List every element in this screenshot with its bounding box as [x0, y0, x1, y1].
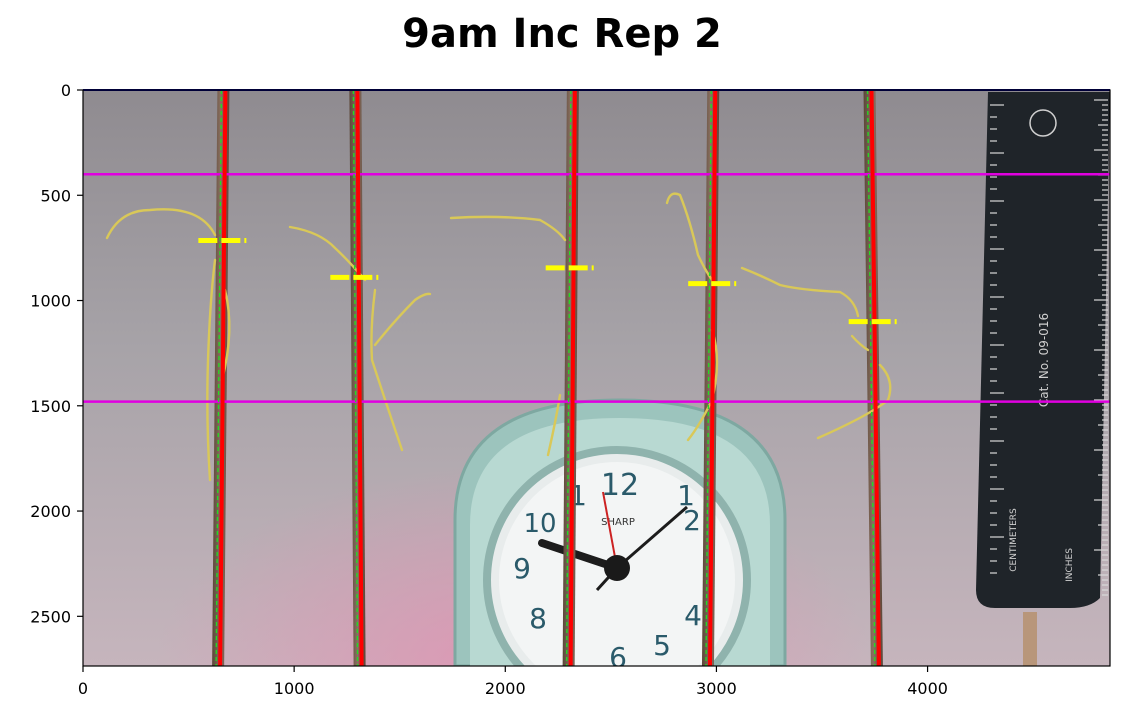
y-tick-label: 0	[61, 81, 71, 100]
x-tick-label: 2000	[485, 679, 526, 698]
alarm-clock: 12 1 1 2 10 9 8 4 5 6 SHARP	[453, 398, 787, 674]
figure-title: 9am Inc Rep 2	[402, 11, 722, 57]
clock-numeral: 10	[523, 509, 556, 539]
ruler-in-label: INCHES	[1065, 548, 1075, 582]
clock-hour-hand	[538, 539, 621, 572]
y-tick-label: 500	[40, 186, 71, 205]
ruler-catalog-label: Cat. No. 09-016	[1037, 313, 1051, 407]
y-tick-label: 1000	[30, 292, 71, 311]
stem-fit-line	[355, 90, 364, 666]
clock-brand: SHARP	[601, 517, 635, 528]
x-tick-label: 3000	[696, 679, 737, 698]
photo-image: 12 1 1 2 10 9 8 4 5 6 SHARP	[83, 90, 1110, 674]
x-tick-label: 0	[78, 679, 88, 698]
stem-fit-line	[568, 90, 577, 666]
clock-numeral: 1	[677, 479, 695, 512]
clock-numeral: 12	[601, 468, 639, 503]
stem-fit-line	[218, 90, 228, 666]
ruler-cm-label: CENTIMETERS	[1009, 508, 1019, 572]
clock-numeral: 2	[683, 504, 701, 537]
y-axis: 0 500 1000 1500 2000 2500	[30, 81, 83, 626]
y-tick-label: 1500	[30, 397, 71, 416]
stem-centerline	[215, 90, 223, 666]
y-tick-label: 2500	[30, 607, 71, 626]
clock-minute-hand	[616, 505, 688, 570]
clock-numeral: 8	[529, 602, 547, 635]
clock-numeral: 6	[609, 641, 627, 674]
stem-centerline	[565, 90, 572, 666]
fitted-stem-lines	[215, 90, 881, 666]
clock-numeral: 9	[513, 552, 531, 585]
y-tick-label: 2000	[30, 502, 71, 521]
boundary-lines	[83, 172, 1110, 403]
x-axis: 0 1000 2000 3000 4000	[78, 666, 948, 698]
clock-numeral: 4	[684, 599, 702, 632]
stem-centerline	[352, 90, 359, 666]
ruler: Cat. No. 09-016 CENTIMETERS INCHES	[976, 92, 1110, 666]
tip-markers	[198, 238, 897, 325]
x-tick-label: 4000	[907, 679, 948, 698]
stem-fit-line	[707, 90, 718, 666]
axes-frame	[82, 89, 1111, 667]
stem-centerline	[705, 90, 712, 666]
clock-numeral: 5	[653, 629, 671, 662]
stem-fit-line	[869, 90, 881, 666]
x-tick-label: 1000	[274, 679, 315, 698]
stem-centerline	[866, 90, 876, 666]
